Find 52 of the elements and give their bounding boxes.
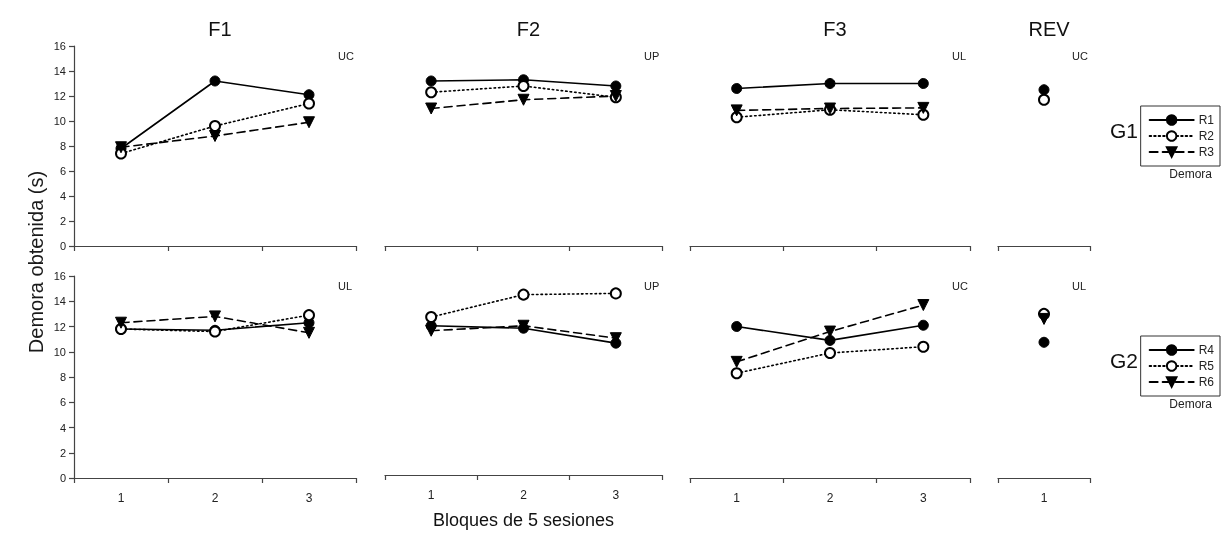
x-tick-label: 3	[612, 488, 620, 502]
legend-title: Demora	[1169, 397, 1213, 411]
y-tick-label: 0	[59, 472, 66, 484]
y-tick-label: 2	[59, 446, 66, 459]
annotation: UC	[952, 279, 968, 292]
y-tick-label: 8	[59, 140, 66, 152]
x-tick-label: 1	[117, 491, 125, 505]
y-tick-label: 6	[59, 165, 66, 177]
x-tick-label: 1	[1040, 491, 1048, 505]
chart-title: F3	[823, 18, 847, 40]
y-tick-label: 16	[53, 40, 66, 52]
annotation: UL	[338, 279, 353, 292]
legend-label: R3	[1198, 145, 1215, 159]
y-tick-label: 12	[53, 320, 66, 333]
x-tick-label: 2	[211, 491, 219, 505]
chart-title: F2	[516, 18, 541, 40]
y-tick-label: 10	[53, 115, 66, 127]
chart-title: REV	[1028, 18, 1071, 40]
y-tick-label: 14	[53, 295, 66, 308]
chart-title: F1	[208, 18, 232, 40]
text: G2	[1110, 349, 1139, 372]
legend-title: Demora	[1169, 167, 1213, 181]
x-tick-label: 1	[733, 491, 741, 505]
y-tick-label: 6	[59, 396, 66, 409]
x-axis-title: Bloques de 5 sesiones	[432, 510, 615, 530]
legend-label: R6	[1198, 375, 1215, 389]
x-tick-label: 3	[305, 491, 313, 505]
x-tick-label: 2	[520, 488, 528, 502]
legend-label: R2	[1198, 129, 1215, 143]
y-tick-label: 2	[59, 215, 66, 227]
x-tick-label: 2	[826, 491, 834, 505]
y-tick-label: 14	[53, 65, 66, 77]
y-tick-label: 0	[59, 240, 66, 252]
annotation: UL	[952, 49, 967, 62]
annotation: UC	[338, 49, 354, 62]
y-tick-label: 4	[59, 421, 66, 434]
x-tick-label: 3	[919, 491, 927, 505]
y-tick-label: 4	[59, 190, 66, 202]
y-tick-label: 16	[53, 270, 66, 282]
legend-label: R1	[1198, 113, 1215, 127]
y-tick-label: 8	[59, 371, 66, 383]
y-tick-label: 10	[53, 345, 66, 358]
annotation: UP	[644, 49, 660, 62]
text: G1	[1110, 119, 1139, 142]
legend-label: R4	[1198, 343, 1215, 357]
y-axis-title: Demora obtenida (s)	[24, 170, 48, 354]
annotation: UC	[1072, 49, 1088, 62]
annotation: UP	[644, 279, 660, 292]
legend-label: R5	[1198, 359, 1215, 373]
x-tick-label: 1	[427, 488, 435, 502]
y-tick-label: 12	[53, 90, 66, 102]
annotation: UL	[1072, 279, 1087, 292]
